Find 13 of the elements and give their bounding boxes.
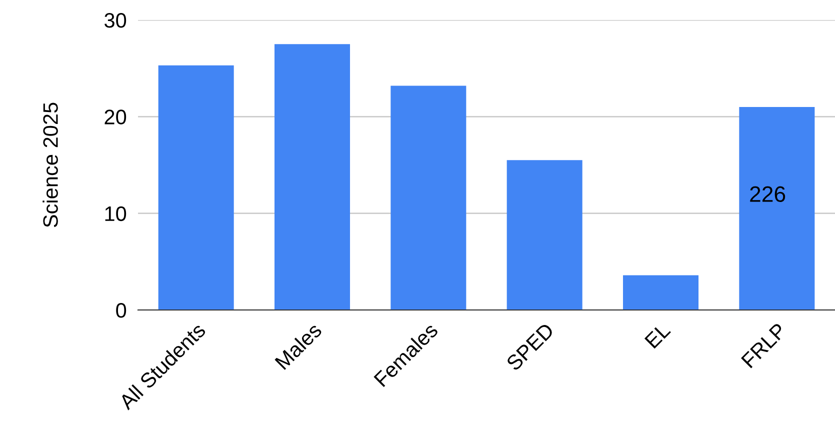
y-tick-label: 20 — [104, 110, 126, 124]
x-tick-label: EL — [644, 322, 671, 349]
bar — [506, 160, 582, 310]
y-tick-label: 0 — [116, 303, 126, 318]
annotation: 226 — [750, 186, 786, 202]
bar — [274, 44, 350, 310]
bar — [739, 107, 815, 310]
y-axis-title: Science 2025 — [42, 102, 58, 228]
bar — [390, 86, 466, 310]
y-tick-label: 10 — [105, 206, 126, 222]
bar — [622, 275, 699, 310]
bar — [158, 65, 234, 310]
y-tick-label: 30 — [104, 13, 126, 28]
